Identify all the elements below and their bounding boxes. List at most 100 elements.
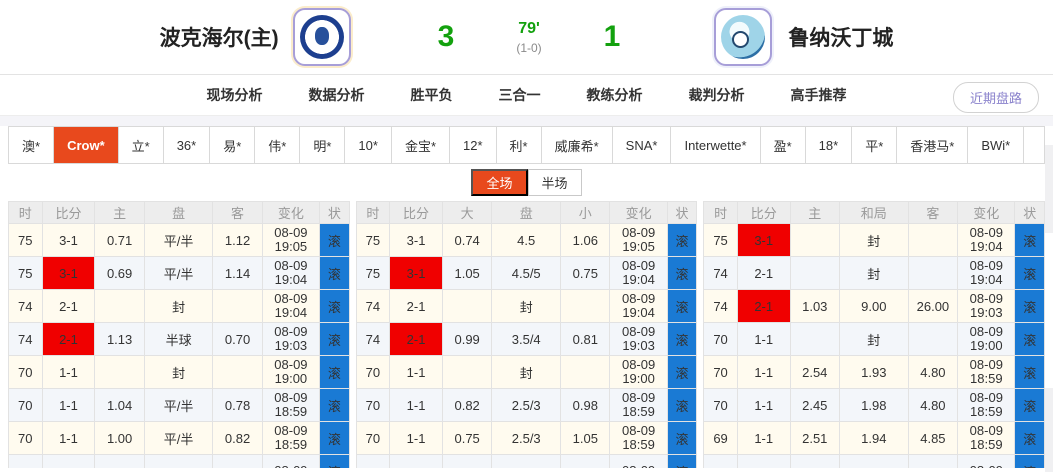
odds-row: 70 1-1 1.04 平/半 0.78 08-09 18:59 滚 xyxy=(8,388,350,422)
line-cell: 封 xyxy=(838,322,909,356)
bookmaker-tab[interactable]: 伟* xyxy=(255,127,301,163)
roll-live-button[interactable]: 滚 xyxy=(1014,256,1045,290)
roll-live-button[interactable]: 滚 xyxy=(1014,355,1045,389)
bookmaker-tab[interactable]: 易* xyxy=(210,127,256,163)
score-cell: 1-1 xyxy=(736,322,791,356)
column-header: 时 xyxy=(703,201,738,224)
odds-cell xyxy=(907,322,959,356)
score-cell: 1-1 xyxy=(41,355,96,389)
bookmaker-tab[interactable]: 12* xyxy=(450,127,497,163)
roll-live-button[interactable]: 滚 xyxy=(319,256,350,290)
scope-toggle-full[interactable]: 全场 xyxy=(471,169,528,196)
bookmaker-tab[interactable]: Interwette* xyxy=(671,127,761,163)
roll-live-button[interactable]: 滚 xyxy=(1014,388,1045,422)
line-cell: 封 xyxy=(143,289,214,323)
odds-tables: 时比分主盘客变化状 75 3-1 0.71 平/半 1.12 08-09 19:05 滚 75 3… xyxy=(8,201,1045,468)
roll-live-button[interactable]: 滚 xyxy=(319,421,350,455)
page-edge-background xyxy=(1045,388,1053,472)
home-team-badge xyxy=(290,6,353,68)
roll-live-button[interactable]: 滚 xyxy=(1014,223,1045,257)
column-header: 主 xyxy=(789,201,840,224)
odds-cell: 0.98 xyxy=(560,388,611,422)
odds-cell: 0.99 xyxy=(441,322,493,356)
bookmaker-tab[interactable]: SNA* xyxy=(613,127,672,163)
bookmaker-tab[interactable]: 香港马* xyxy=(897,127,969,163)
section-divider xyxy=(0,116,1053,126)
column-header: 状 xyxy=(666,201,698,224)
odds-row: 70 1-1 0.82 2.5/3 0.98 08-09 18:59 滚 xyxy=(355,388,698,422)
odds-cell: 4.80 xyxy=(907,355,959,389)
nav-tab-2[interactable]: 胜平负 xyxy=(410,87,453,103)
bookmaker-tab[interactable]: 立* xyxy=(119,127,164,163)
nav-tab-5[interactable]: 裁判分析 xyxy=(688,87,745,103)
roll-live-button[interactable]: 滚 xyxy=(319,454,350,468)
bookmaker-tab[interactable]: 盈* xyxy=(761,127,806,163)
odds-row: 74 2-1 封 08-09 19:04 滚 xyxy=(8,289,350,323)
roll-live-button[interactable]: 滚 xyxy=(319,322,350,356)
column-header: 时 xyxy=(8,201,43,224)
odds-cell: 2.54 xyxy=(789,355,840,389)
roll-live-button[interactable]: 滚 xyxy=(319,223,350,257)
bookmaker-tab[interactable]: 金宝* xyxy=(392,127,450,163)
odds-cell xyxy=(907,454,959,468)
nav-tab-3[interactable]: 三合一 xyxy=(498,87,541,103)
bookmaker-tab[interactable]: 威廉希* xyxy=(542,127,613,163)
score-cell: 2-1 xyxy=(736,256,791,290)
roll-live-button[interactable]: 滚 xyxy=(666,322,698,356)
roll-live-button[interactable]: 滚 xyxy=(666,289,698,323)
roll-live-button[interactable]: 滚 xyxy=(666,388,698,422)
column-header: 比分 xyxy=(389,201,443,224)
scope-toggle-half[interactable]: 半场 xyxy=(527,169,582,196)
time-cell: 70 xyxy=(703,322,738,356)
roll-live-button[interactable]: 滚 xyxy=(1014,421,1045,455)
win-draw-lose-table: 时比分主和局客变化状 75 3-1 封 08-09 19:04 滚 74 2-1 封 08-09 … xyxy=(703,201,1045,468)
bookmaker-tab[interactable]: 平* xyxy=(852,127,898,163)
roll-live-button[interactable]: 滚 xyxy=(666,454,698,468)
score-cell: 1-1 xyxy=(41,388,96,422)
odds-cell xyxy=(94,355,145,389)
roll-live-button[interactable]: 滚 xyxy=(1014,454,1045,468)
bookmaker-tab[interactable]: BWi* xyxy=(968,127,1025,163)
odds-cell xyxy=(212,289,263,323)
bookmaker-tab[interactable]: 明* xyxy=(300,127,346,163)
bookmaker-tab[interactable]: Crow* xyxy=(54,127,119,163)
roll-live-button[interactable]: 滚 xyxy=(666,223,698,257)
roll-live-button[interactable]: 滚 xyxy=(666,421,698,455)
nav-tab-6[interactable]: 高手推荐 xyxy=(790,87,847,103)
time-cell: 75 xyxy=(8,223,43,257)
nav-tab-0[interactable]: 现场分析 xyxy=(206,87,263,103)
odds-row: 08-09滚 xyxy=(8,454,350,468)
roll-live-button[interactable]: 滚 xyxy=(319,388,350,422)
change-time-cell: 08-09 19:03 xyxy=(261,322,321,356)
nav-tab-1[interactable]: 数据分析 xyxy=(308,87,365,103)
column-header: 客 xyxy=(212,201,263,224)
away-team-badge xyxy=(712,6,775,68)
odds-cell: 4.85 xyxy=(907,421,959,455)
odds-cell: 1.12 xyxy=(212,223,263,257)
bookmaker-tab[interactable]: 利* xyxy=(497,127,542,163)
roll-live-button[interactable]: 滚 xyxy=(1014,289,1045,323)
change-time-cell: 08-09 xyxy=(957,454,1016,468)
roll-live-button[interactable]: 滚 xyxy=(666,355,698,389)
line-cell: 封 xyxy=(491,289,562,323)
bookmaker-tab[interactable]: 10* xyxy=(345,127,392,163)
odds-row: 75 3-1 0.71 平/半 1.12 08-09 19:05 滚 xyxy=(8,223,350,257)
bookmaker-tab[interactable]: 澳* xyxy=(9,127,55,163)
nav-tab-4[interactable]: 教练分析 xyxy=(586,87,643,103)
score-cell xyxy=(389,454,443,468)
line-cell: 平/半 xyxy=(143,388,214,422)
change-time-cell: 08-09 18:59 xyxy=(609,421,668,455)
score-cell xyxy=(41,454,96,468)
column-header: 比分 xyxy=(736,201,791,224)
time-cell: 74 xyxy=(703,256,738,290)
line-cell: 平/半 xyxy=(143,223,214,257)
score-cell xyxy=(736,454,791,468)
column-header: 主 xyxy=(94,201,145,224)
recent-trend-button[interactable]: 近期盘路 xyxy=(952,82,1039,113)
roll-live-button[interactable]: 滚 xyxy=(666,256,698,290)
bookmaker-tab[interactable]: 36* xyxy=(164,127,211,163)
roll-live-button[interactable]: 滚 xyxy=(1014,322,1045,356)
roll-live-button[interactable]: 滚 xyxy=(319,355,350,389)
roll-live-button[interactable]: 滚 xyxy=(319,289,350,323)
bookmaker-tab[interactable]: 18* xyxy=(806,127,853,163)
